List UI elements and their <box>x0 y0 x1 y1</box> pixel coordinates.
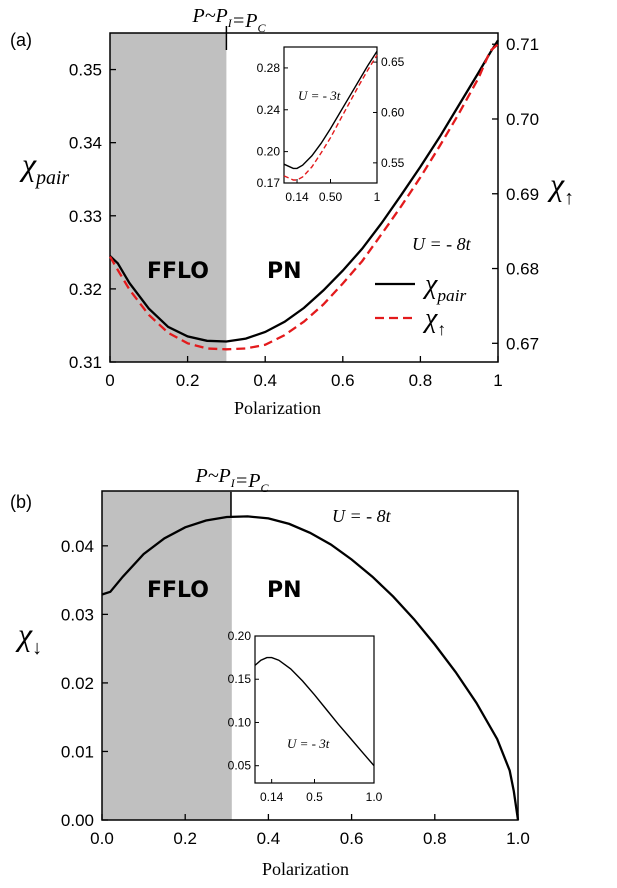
y-tick-label-left: 0.34 <box>69 134 102 153</box>
x-tick-label: 0.6 <box>340 829 364 848</box>
legend-pair-label: χpair <box>422 269 467 305</box>
legend-up-label: χ↑ <box>422 303 446 339</box>
panel-a: (a) P~PI=PC 0 0.2 0.4 0.6 0.8 1 0.31 0.32 0.33 0.… <box>10 5 574 418</box>
panel-a-inset: 0.14 0.50 1 0.17 0.20 0.24 0.28 0.55 0.60 0.65 U =… <box>257 46 405 204</box>
inset-frame <box>283 46 378 184</box>
inset-y-tick-label: 0.05 <box>228 759 252 773</box>
inset-x-tick-label: 0.14 <box>285 190 309 204</box>
y-tick-label-right: 0.69 <box>506 185 539 204</box>
y-axis-label-right: χ↑ <box>547 166 574 209</box>
y-axis-label-main: χ <box>15 616 33 652</box>
x-tick-label: 0.2 <box>173 829 197 848</box>
plot-frame <box>101 490 519 821</box>
panel-b: (b) P~PI=PC 0.0 0.2 0.4 0.6 0.8 1.00.000.010.… <box>10 465 530 879</box>
panel-a-transition-label: P~PI=PC <box>192 5 267 35</box>
inset-y-tick-label: 0.20 <box>228 629 252 643</box>
inset-y-tick-label-left: 0.28 <box>257 61 281 75</box>
y-axis-label-left: χpair <box>19 146 69 189</box>
inset-y-tick-label-left: 0.17 <box>257 176 281 190</box>
x-tick-label: 0 <box>105 371 114 390</box>
inset-frame <box>254 635 375 784</box>
x-tick-label: 0.2 <box>176 371 200 390</box>
y-tick-label: 0.03 <box>61 605 94 624</box>
inset-y-tick-label-left: 0.20 <box>257 145 281 159</box>
y-axis-label-right-main: χ <box>547 166 565 202</box>
plot-frame <box>109 32 499 363</box>
y-tick-label: 0.04 <box>61 537 94 556</box>
y-tick-label-left: 0.31 <box>69 353 102 372</box>
panel-a-label: (a) <box>10 30 32 50</box>
inset-y-tick-label: 0.15 <box>228 672 252 686</box>
legend-up-label-main: χ <box>422 303 438 334</box>
panel-b-label: (b) <box>10 492 32 512</box>
legend-pair-label-sub: pair <box>435 286 466 305</box>
pn-label: PN <box>267 578 302 603</box>
y-axis-label-left-main: χ <box>19 146 37 182</box>
x-axis-label: Polarization <box>262 859 349 879</box>
chi-up-line <box>109 43 499 351</box>
x-tick-label: 0.4 <box>257 829 281 848</box>
y-tick-label: 0.02 <box>61 674 94 693</box>
y-axis-label: χ↓ <box>15 616 42 659</box>
inset-u-annotation: U = - 3t <box>298 88 341 103</box>
u-annotation: U = - 8t <box>412 234 472 254</box>
fflo-shade <box>110 33 227 362</box>
inset-y-tick-label-right: 0.60 <box>381 105 405 119</box>
x-tick-label: 0.4 <box>253 371 277 390</box>
panel-b-inset: 0.14 0.5 1.0 0.05 0.10 0.15 0.20 U = - 3t <box>228 629 383 804</box>
chi-down-line <box>101 515 520 821</box>
pn-label: PN <box>267 259 302 284</box>
inset-x-tick-label: 0.50 <box>319 190 343 204</box>
y-tick-label-right: 0.71 <box>506 35 539 54</box>
inset-u-annotation: U = - 3t <box>287 736 330 751</box>
fflo-shade <box>102 491 232 820</box>
x-tick-label: 0.0 <box>90 829 114 848</box>
y-tick-label-left: 0.32 <box>69 280 102 299</box>
y-tick-label-left: 0.35 <box>69 61 102 80</box>
panel-a-shaded-region <box>110 33 227 362</box>
x-tick-label: 1.0 <box>506 829 530 848</box>
u-annotation: U = - 8t <box>332 506 392 526</box>
y-axis-label-sub: ↓ <box>32 637 42 659</box>
inset-x-tick-label: 0.14 <box>260 790 284 804</box>
panel-b-transition-label: P~PI=PC <box>195 465 270 495</box>
y-tick-label: 0.00 <box>61 811 94 830</box>
x-axis-label: Polarization <box>234 398 321 418</box>
y-tick-label-left: 0.33 <box>69 207 102 226</box>
inset-y-tick-label: 0.10 <box>228 715 252 729</box>
inset-x-tick-label: 1 <box>374 190 381 204</box>
x-tick-label: 0.8 <box>423 829 447 848</box>
inset-down-line <box>254 656 375 767</box>
x-tick-label: 0.6 <box>331 371 355 390</box>
inset-y-tick-label-left: 0.24 <box>257 103 281 117</box>
y-tick-label: 0.01 <box>61 742 94 761</box>
y-axis-label-right-sub: ↑ <box>564 187 574 209</box>
inset-up-line <box>283 54 378 181</box>
x-tick-label: 1 <box>493 371 502 390</box>
panel-b-shaded-region <box>102 491 232 820</box>
y-axis-label-left-sub: pair <box>34 167 69 189</box>
legend-pair-label-main: χ <box>422 269 438 300</box>
y-tick-label-right: 0.67 <box>506 334 539 353</box>
fflo-label: FFLO <box>147 578 209 603</box>
x-tick-label: 0.8 <box>409 371 433 390</box>
inset-y-tick-label-right: 0.65 <box>381 55 405 69</box>
panel-a-axes: 0 0.2 0.4 0.6 0.8 1 0.31 0.32 0.33 0.34 0.35 0.67 0.… <box>69 26 539 390</box>
inset-pair-line <box>283 50 378 170</box>
y-tick-label-right: 0.68 <box>506 260 539 279</box>
panel-a-series <box>109 39 499 351</box>
inset-x-tick-label: 1.0 <box>366 790 383 804</box>
y-tick-label-right: 0.70 <box>506 110 539 129</box>
panel-b-labels: Polarization χ↓ FFLO PN U = - 8t <box>15 506 392 879</box>
fflo-label: FFLO <box>147 259 209 284</box>
inset-x-tick-label: 0.5 <box>306 790 323 804</box>
panel-b-axes: 0.0 0.2 0.4 0.6 0.8 1.0 0.00 0.01 0.02 0.03 0.04 <box>61 490 530 848</box>
panel-b-series <box>101 515 520 821</box>
chi-pair-line <box>109 39 499 343</box>
inset-y-tick-label-right: 0.55 <box>381 156 405 170</box>
legend-up-label-sub: ↑ <box>437 320 446 339</box>
